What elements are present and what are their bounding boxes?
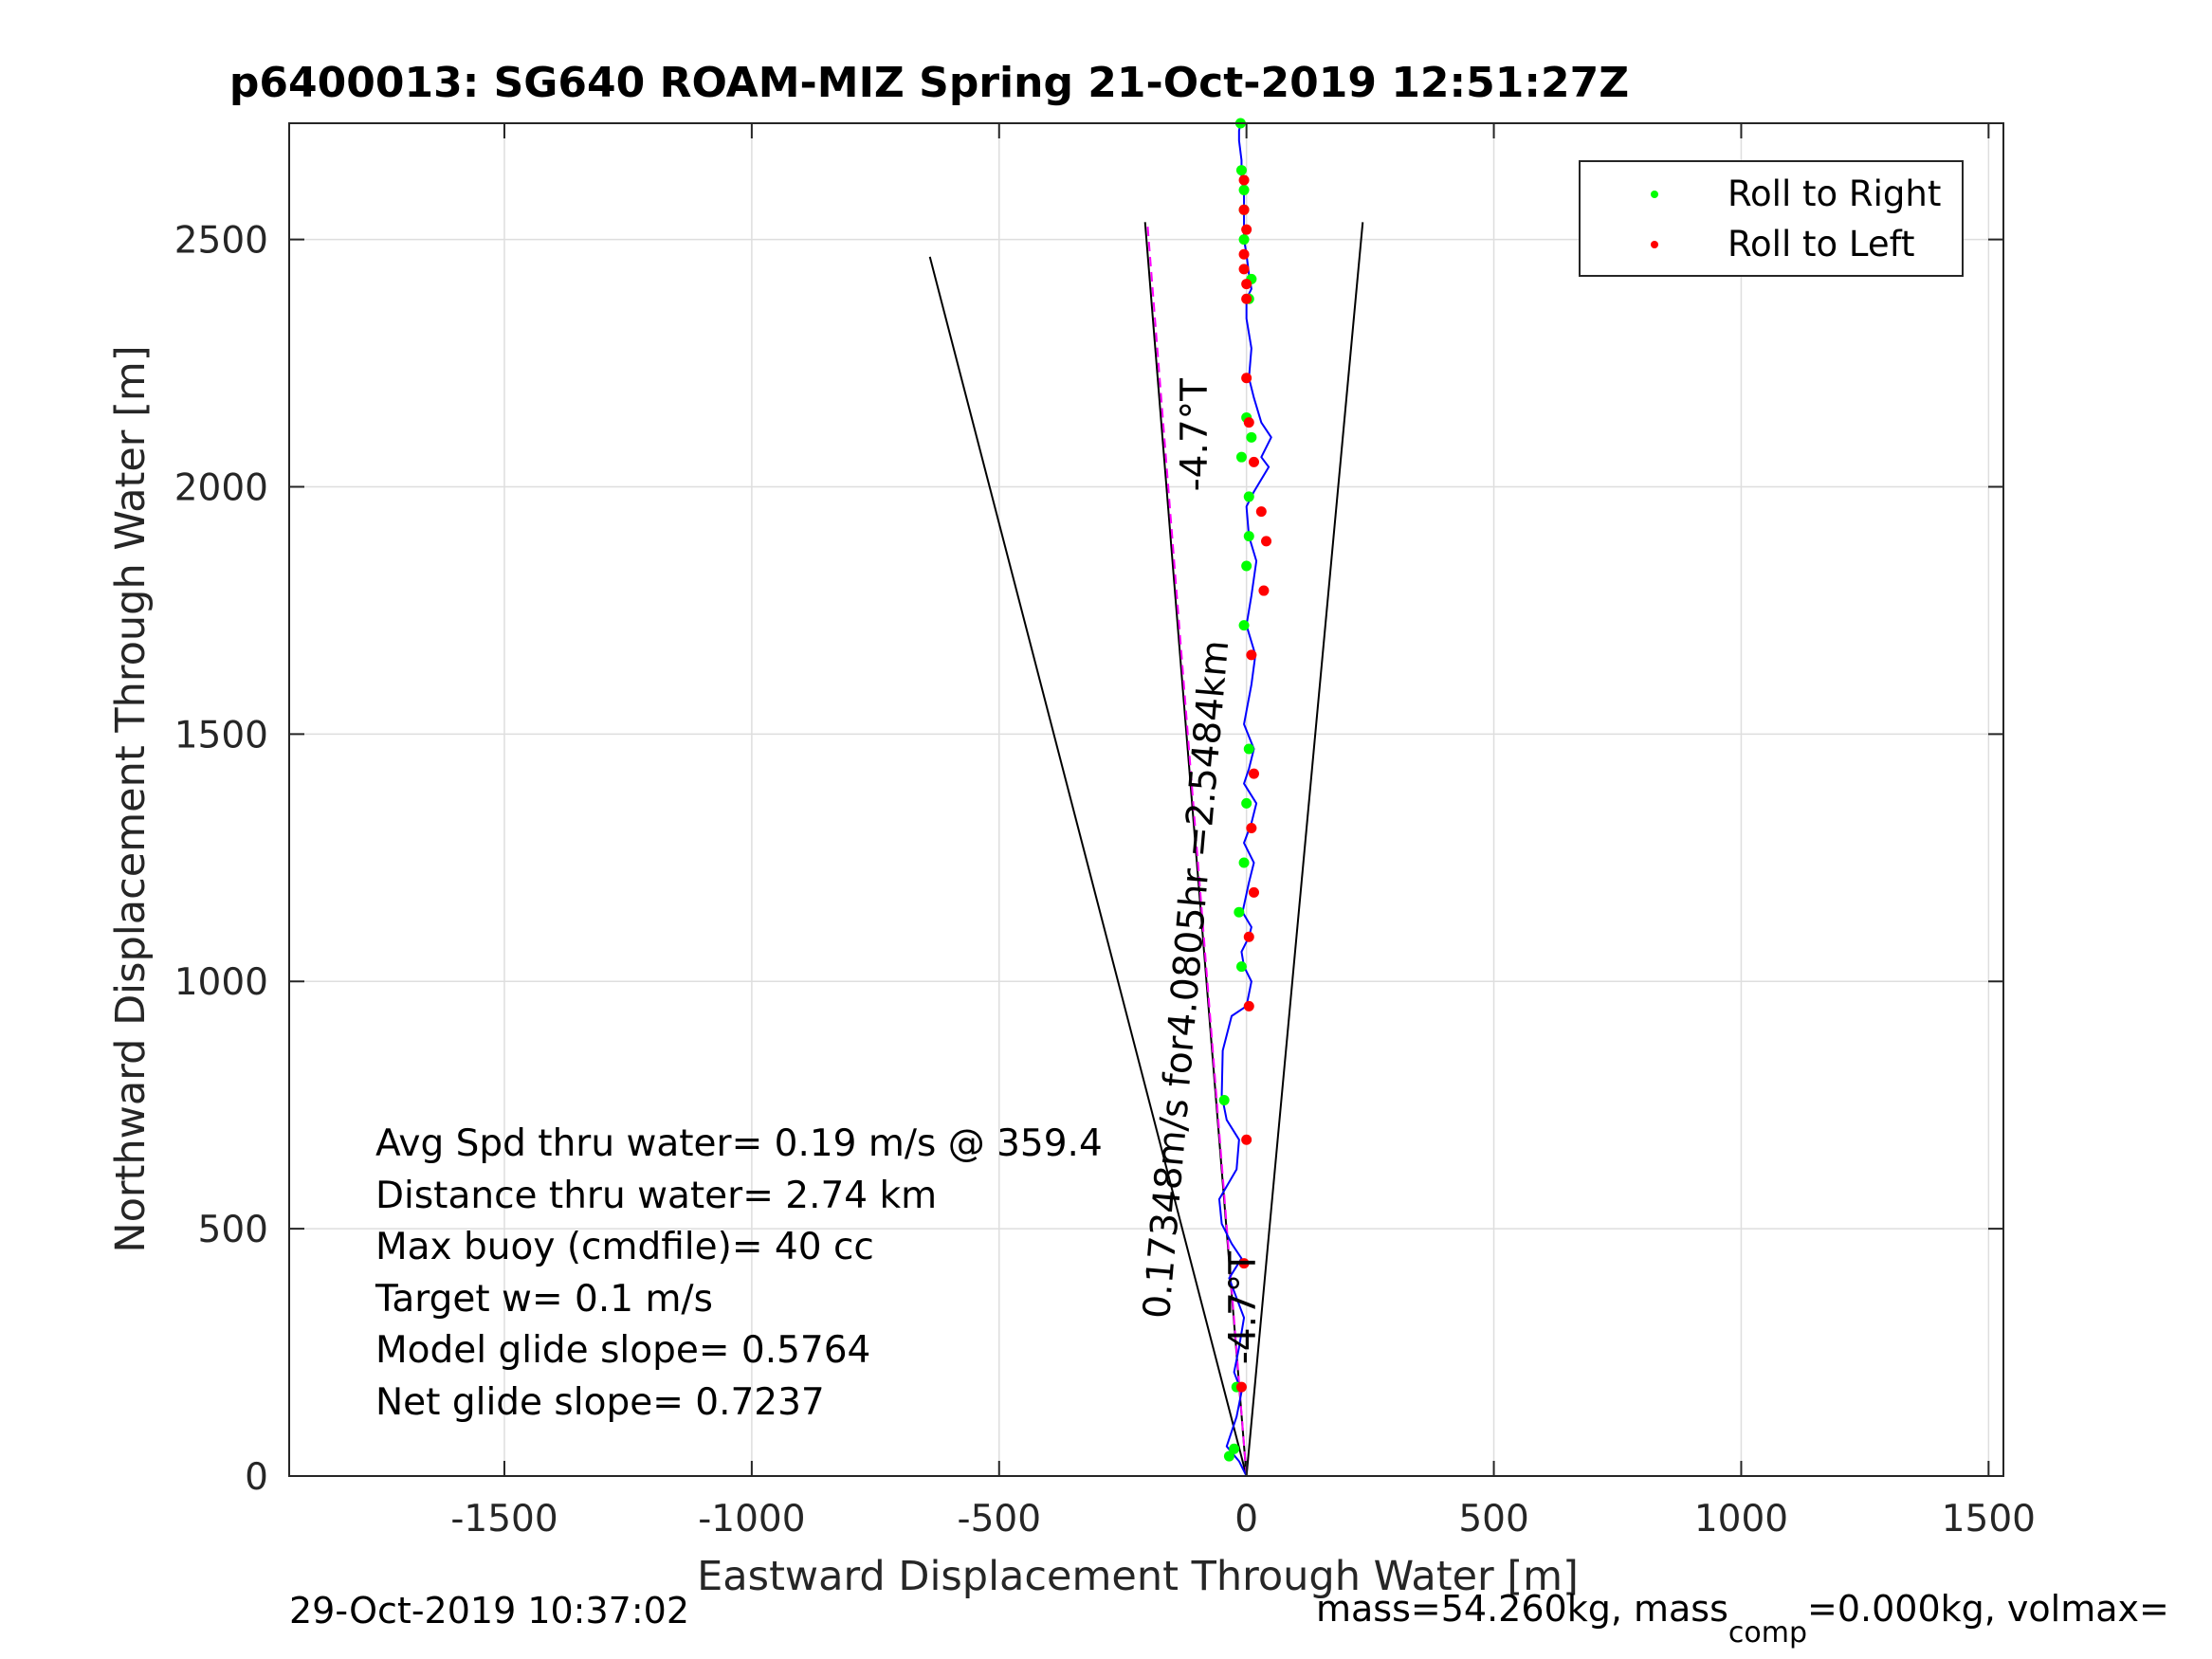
legend-label-roll-left: Roll to Left: [1728, 224, 1915, 264]
roll-right-point: [1243, 743, 1254, 755]
stat-line: Net glide slope= 0.7237: [375, 1381, 825, 1424]
legend-box: [1579, 160, 1964, 277]
roll-right-point: [1235, 961, 1247, 973]
roll-right-point: [1243, 491, 1254, 502]
roll-right-point: [1238, 184, 1250, 195]
y-axis-label: Northward Displacement Through Water [m]: [107, 345, 155, 1252]
roll-left-point: [1243, 1000, 1254, 1012]
footer-mass-subscript: comp: [1728, 1616, 1807, 1650]
roll-right-point: [1243, 531, 1254, 542]
roll-right-point: [1229, 1443, 1240, 1454]
y-tick-label: 1500: [174, 714, 268, 757]
legend: Roll to Right Roll to Left: [1579, 160, 1964, 277]
roll-left-point: [1246, 649, 1257, 661]
roll-left-point: [1241, 293, 1252, 304]
y-tick-label: 0: [245, 1456, 268, 1499]
roll-left-point: [1261, 536, 1272, 547]
roll-right-point: [1235, 165, 1247, 176]
heading-line: [1245, 222, 1364, 1477]
roll-left-point: [1241, 1134, 1252, 1145]
heading-line: [1143, 222, 1248, 1477]
stat-line: Target w= 0.1 m/s: [375, 1278, 713, 1321]
reference-lines: [928, 222, 1364, 1477]
y-tick-label: 1000: [174, 961, 268, 1004]
roll-left-point: [1241, 279, 1252, 290]
x-tick-label: 0: [1234, 1498, 1258, 1540]
roll-right-point: [1241, 560, 1252, 572]
roll-left-point: [1238, 174, 1250, 186]
legend-marker-roll-right: [1651, 191, 1658, 198]
roll-right-point: [1238, 234, 1250, 246]
x-tick-label: -500: [958, 1498, 1042, 1540]
roll-right-point: [1238, 857, 1250, 868]
roll-left-point: [1241, 224, 1252, 235]
stat-line: Max buoy (cmdfile)= 40 cc: [375, 1226, 874, 1268]
axes-box: [288, 122, 2004, 1477]
legend-marker-roll-left: [1651, 241, 1658, 248]
roll-left-point: [1243, 417, 1254, 428]
legend-label-roll-right: Roll to Right: [1728, 173, 1941, 214]
y-tick-label: 2000: [174, 466, 268, 509]
roll-right-point: [1235, 451, 1247, 463]
roll-left-point: [1248, 456, 1259, 467]
y-tick-label: 500: [198, 1209, 268, 1251]
stat-line: Distance thru water= 2.74 km: [375, 1175, 937, 1217]
roll-left-point: [1235, 1381, 1247, 1393]
roll-left-point: [1248, 768, 1259, 779]
y-tick-label: 2500: [174, 220, 268, 263]
roll-right-point: [1223, 1450, 1234, 1462]
annotation-label: -4.7°T: [1174, 378, 1216, 492]
roll-left-point: [1238, 1258, 1250, 1269]
axes: -1500 -1000 -500 0 500 1000 1500 0 500 1000 1500 20…: [174, 118, 2036, 1540]
x-axis-label: Eastward Displacement Through Water [m]: [697, 1553, 1579, 1600]
footer-mass-suffix: =0.000kg, volmax=: [1807, 1588, 2169, 1630]
stat-line: Avg Spd thru water= 0.19 m/s @ 359.4: [375, 1122, 1103, 1165]
roll-left-point: [1238, 248, 1250, 260]
heading-line: [1146, 224, 1248, 1477]
roll-left-point: [1238, 264, 1250, 275]
roll-left-point: [1243, 931, 1254, 942]
annotation-label: -4.7°T: [1222, 1251, 1265, 1365]
roll-left-point: [1255, 506, 1267, 518]
roll-right-point: [1238, 620, 1250, 631]
roll-left-point: [1248, 886, 1259, 898]
roll-right-point: [1234, 906, 1245, 918]
footer-timestamp: 29-Oct-2019 10:37:02: [289, 1590, 689, 1632]
plot-title: p6400013: SG640 ROAM-MIZ Spring 21-Oct-2…: [229, 59, 1629, 107]
heading-line: [928, 256, 1248, 1477]
roll-right-point: [1218, 1094, 1230, 1105]
footer-mass-prefix: mass=54.260kg, mass: [1316, 1588, 1728, 1630]
stats-block: Avg Spd thru water= 0.19 m/s @ 359.4 Dis…: [375, 1122, 1103, 1424]
roll-right-point: [1241, 797, 1252, 809]
roll-left-point: [1258, 585, 1270, 596]
plot-area: [289, 123, 2003, 1476]
x-tick-label: -1500: [450, 1498, 558, 1540]
x-tick-label: 1000: [1694, 1498, 1788, 1540]
roll-right-point: [1246, 431, 1257, 443]
x-tick-label: 500: [1458, 1498, 1528, 1540]
roll-left-point: [1241, 373, 1252, 384]
x-tick-label: -1000: [698, 1498, 805, 1540]
roll-left-point: [1246, 823, 1257, 834]
stat-line: Model glide slope= 0.5764: [375, 1329, 870, 1372]
ticks: -1500 -1000 -500 0 500 1000 1500 0 500 1000 1500 20…: [174, 123, 2036, 1540]
footer-mass: mass=54.260kg, masscomp=0.000kg, volmax=: [1316, 1588, 2169, 1650]
x-tick-label: 1500: [1942, 1498, 2036, 1540]
roll-left-point: [1238, 204, 1250, 215]
